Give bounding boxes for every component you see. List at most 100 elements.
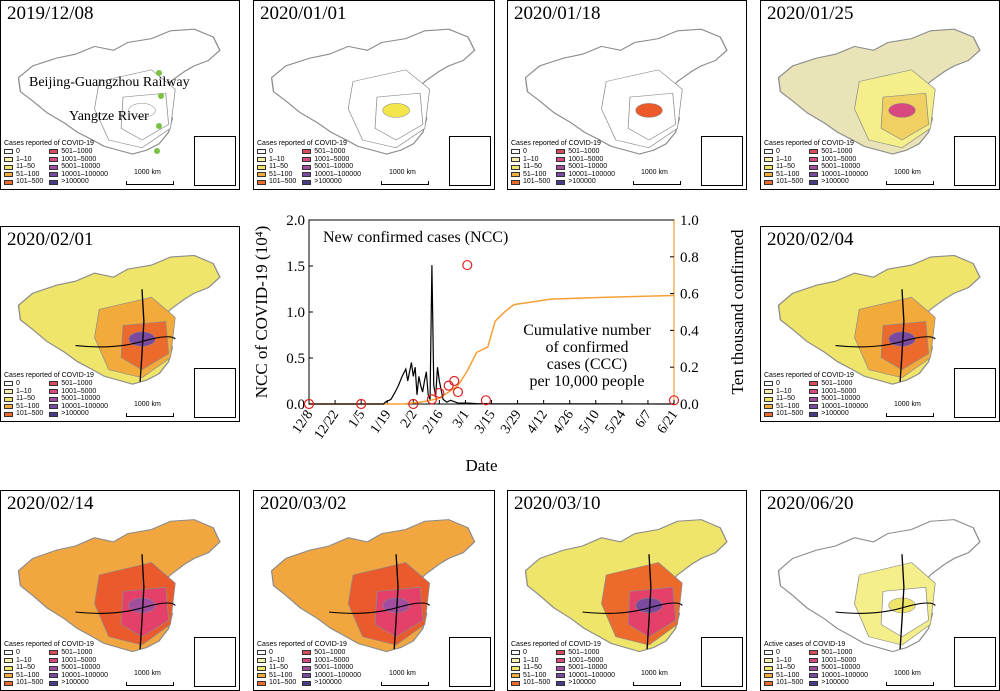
legend-swatch xyxy=(556,164,566,170)
scale-bar: 1000 km xyxy=(633,670,683,686)
legend-label: 10001–100000 xyxy=(314,170,361,178)
map-panel: 2020/02/01 Cases reported of COVID-19 0 501… xyxy=(0,226,240,422)
legend-item: 501–1000 xyxy=(556,649,615,657)
south-china-sea-inset xyxy=(194,637,236,687)
x-tick-label: 3/15 xyxy=(472,408,499,437)
legend-item: 5001–10000 xyxy=(809,163,868,171)
legend-label: 1001–5000 xyxy=(821,387,857,395)
x-tick-label: 1/5 xyxy=(346,408,369,431)
legend-label: 51–100 xyxy=(776,671,800,679)
scale-bar: 1000 km xyxy=(126,401,176,417)
scale-bar: 1000 km xyxy=(886,169,936,185)
legend-label: 0 xyxy=(269,148,273,156)
legend-label: 5001–10000 xyxy=(61,664,101,672)
legend-swatch xyxy=(49,396,59,402)
legend-item: 1001–5000 xyxy=(302,156,361,164)
scale-bar-label: 1000 km xyxy=(641,169,668,176)
legend-item: >100000 xyxy=(809,178,868,186)
legend-swatch xyxy=(809,657,819,663)
legend-item: 1001–5000 xyxy=(49,388,108,396)
legend-swatch xyxy=(49,172,59,178)
legend-label: 501–1000 xyxy=(821,649,853,657)
legend-title: Cases reported of COVID-19 xyxy=(257,641,347,649)
china-map xyxy=(524,519,728,653)
legend-swatch xyxy=(809,650,819,656)
legend-swatch xyxy=(257,156,266,162)
legend-label: >100000 xyxy=(314,679,342,687)
panel-date: 2020/02/01 xyxy=(7,229,94,250)
ncc-chart: 0.0 0.5 1.0 1.5 2.0 0.0 0.2 0.4 0.6 0.8 1.0 12/8 12/… xyxy=(247,200,757,485)
map-panel: 2019/12/08 Cases reported of COVID-19 0 501… xyxy=(0,0,240,190)
legend-label: 501–1000 xyxy=(314,148,346,156)
y-left-axis-label: NCC of COVID-19 (10⁴) xyxy=(252,226,271,399)
legend-item: 501–1000 xyxy=(809,649,868,657)
legend-swatch xyxy=(49,388,59,394)
y-right-tick-label: 0.0 xyxy=(680,397,699,413)
y-right-tick-label: 0.6 xyxy=(680,287,699,303)
scale-bar: 1000 km xyxy=(633,169,683,185)
legend-swatch xyxy=(809,411,819,417)
legend-label: 51–100 xyxy=(523,671,547,679)
legend-label: >100000 xyxy=(568,679,596,687)
legend-item: 101–500 xyxy=(257,178,296,186)
scale-bar-line xyxy=(381,181,429,185)
legend-label: 10001–100000 xyxy=(61,671,108,679)
legend-swatch xyxy=(4,149,13,155)
legend-label: >100000 xyxy=(314,178,342,186)
scale-bar-line xyxy=(126,181,174,185)
legend-swatch xyxy=(4,650,13,656)
legend-item: 101–500 xyxy=(764,410,803,418)
legend-label: 10001–100000 xyxy=(568,671,615,679)
scale-bar-label: 1000 km xyxy=(894,169,921,176)
scale-bar-line xyxy=(381,682,429,686)
ncc-series-line xyxy=(309,265,675,405)
legend-label: 5001–10000 xyxy=(568,664,608,672)
legend-label: 5001–10000 xyxy=(61,395,101,403)
legend-label: 501–1000 xyxy=(568,148,600,156)
legend-swatch xyxy=(809,396,819,402)
legend-swatch xyxy=(764,404,773,410)
legend-label: >100000 xyxy=(61,410,89,418)
south-china-sea-inset xyxy=(449,637,491,687)
legend-swatch xyxy=(764,164,773,170)
legend-item: 1001–5000 xyxy=(302,657,361,665)
south-china-sea-inset xyxy=(194,136,236,186)
scale-bar-line xyxy=(886,413,934,417)
legend-swatch xyxy=(511,179,520,185)
legend-swatch xyxy=(809,381,819,387)
scale-bar-line xyxy=(886,682,934,686)
map-panel: 2020/06/20 Active cases of COVID-19 0 501–1… xyxy=(760,490,1000,691)
legend-label: 0 xyxy=(776,649,780,657)
scale-bar: 1000 km xyxy=(126,670,176,686)
railway-station-marker xyxy=(156,70,162,76)
legend-swatch xyxy=(764,411,773,417)
legend-swatch xyxy=(556,156,566,162)
x-tick-label: 5/24 xyxy=(603,408,630,437)
legend-label: 0 xyxy=(776,148,780,156)
legend-swatch xyxy=(4,381,13,387)
ccc-series-line xyxy=(309,294,675,405)
legend-label: 5001–10000 xyxy=(314,664,354,672)
legend-swatch xyxy=(257,149,266,155)
legend-item: 5001–10000 xyxy=(49,664,108,672)
legend-label: 11–50 xyxy=(776,163,795,171)
legend-swatch xyxy=(4,179,13,185)
x-tick-label: 3/1 xyxy=(450,408,473,431)
legend-item: 1–10 xyxy=(257,657,296,665)
china-map xyxy=(17,254,221,385)
legend-swatch xyxy=(302,156,312,162)
south-china-sea-inset xyxy=(701,637,743,687)
x-tick-label: 4/26 xyxy=(550,408,577,437)
map-panel: 2020/01/25 Cases reported of COVID-19 0 501… xyxy=(760,0,1000,190)
legend-item: 1–10 xyxy=(4,657,43,665)
legend-swatch xyxy=(257,650,266,656)
legend-label: 1–10 xyxy=(776,656,792,664)
legend-item: 11–50 xyxy=(257,664,296,672)
legend-label: 501–1000 xyxy=(821,380,853,388)
legend-item: 1–10 xyxy=(511,156,550,164)
legend-item: 11–50 xyxy=(257,163,296,171)
legend-swatch xyxy=(511,665,520,671)
legend-label: 11–50 xyxy=(523,163,542,171)
legend-swatch xyxy=(302,179,312,185)
map-panel: 2020/02/04 Cases reported of COVID-19 0 501… xyxy=(760,226,1000,422)
